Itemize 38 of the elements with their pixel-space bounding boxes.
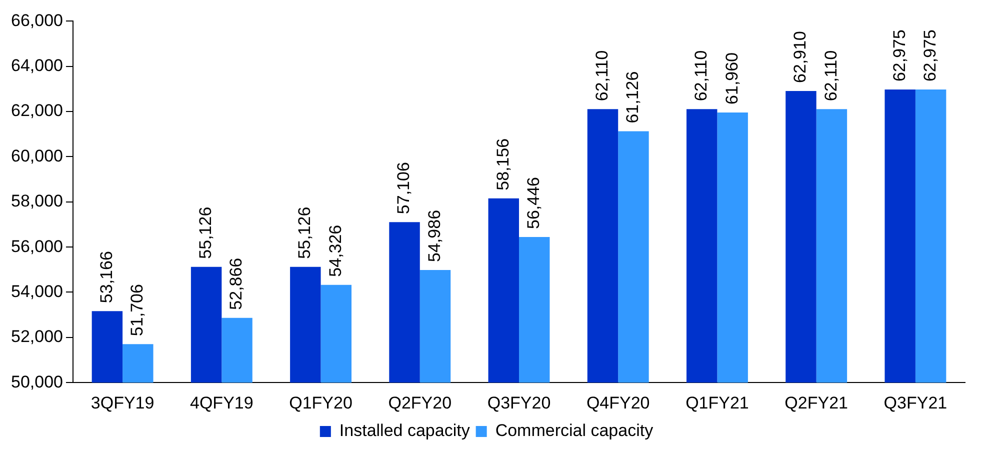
data-label: 57,106: [394, 162, 414, 214]
y-tick-label: 54,000: [10, 282, 63, 301]
data-label: 62,975: [920, 30, 940, 82]
x-tick-label: Q3FY20: [487, 393, 551, 412]
x-tick-label: Q2FY20: [388, 393, 452, 412]
data-label: 62,110: [592, 50, 612, 102]
y-tick-label: 66,000: [10, 10, 63, 30]
legend-label: Installed capacity: [339, 421, 470, 440]
y-tick-label: 50,000: [10, 372, 63, 392]
data-label: 62,975: [890, 30, 909, 82]
data-label: 54,326: [326, 224, 345, 277]
legend-label: Commercial capacity: [495, 421, 654, 440]
data-label: 58,156: [493, 138, 512, 190]
data-label: 54,986: [424, 210, 444, 262]
y-tick-label: 64,000: [10, 56, 63, 76]
y-tick-label: 56,000: [10, 236, 63, 256]
data-label: 53,166: [96, 251, 116, 304]
x-tick-label: Q1FY20: [289, 393, 352, 412]
data-label: 62,110: [692, 50, 711, 102]
data-label: 62,110: [821, 50, 840, 102]
data-label: 61,960: [722, 52, 742, 104]
x-tick-label: Q1FY21: [686, 393, 749, 412]
data-label: 56,446: [524, 177, 544, 229]
x-tick-label: 4QFY19: [190, 393, 254, 412]
data-label: 62,910: [790, 30, 810, 83]
x-tick-label: 3QFY19: [90, 393, 154, 412]
data-label: 52,866: [226, 258, 246, 310]
data-label: 51,706: [128, 284, 147, 336]
data-label: 61,126: [623, 71, 642, 124]
y-tick-label: 58,000: [10, 192, 63, 211]
data-label: 55,126: [196, 206, 215, 259]
data-label: 55,126: [295, 206, 314, 259]
y-tick-label: 62,000: [10, 101, 63, 120]
y-tick-label: 52,000: [10, 327, 63, 346]
x-tick-label: Q3FY21: [884, 393, 948, 412]
x-tick-label: Q2FY21: [784, 393, 848, 412]
x-tick-label: Q4FY20: [586, 393, 650, 412]
y-tick-label: 60,000: [10, 146, 63, 166]
